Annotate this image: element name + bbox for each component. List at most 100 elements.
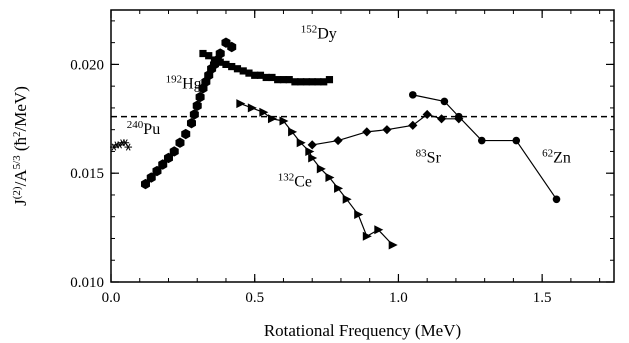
series-62zn [409,91,561,204]
label-83sr: 83Sr [416,147,442,166]
data-point-192hg [189,109,199,120]
label-element: Pu [143,121,160,138]
data-point-132ce [388,240,398,250]
data-point-62zn [409,91,417,99]
x-tick-label: 1.0 [389,290,408,306]
data-point-192hg [163,152,173,164]
label-mass-number: 62 [542,147,553,159]
data-point-192hg [227,41,237,53]
data-point-132ce [374,225,384,235]
data-point-192hg [140,178,150,190]
data-point-152dy [308,78,316,86]
data-point-152dy [291,78,299,86]
data-point-192hg [146,172,156,183]
data-point-192hg [186,117,196,129]
y-axis-title-j-sup: (2) [11,186,23,199]
label-element: Hg [182,75,202,92]
data-point-192hg [169,146,179,157]
data-point-192hg [215,48,225,59]
data-point-132ce [296,138,306,148]
series-line-132ce [240,103,394,246]
data-point-83sr [333,135,343,146]
data-point-62zn [552,195,561,204]
plot-frame [110,9,615,283]
data-point-240pu [124,143,133,151]
data-point-192hg [158,159,168,170]
y-axis-title-a: /A [11,169,30,187]
y-tick-label: 0.015 [70,166,104,182]
data-point-152dy [205,52,213,60]
series-240pu [110,139,133,151]
data-point-152dy [239,67,247,75]
y-axis-title-unit-close: /MeV) [11,86,30,131]
data-point-152dy [256,71,265,79]
data-point-152dy [314,78,322,86]
label-mass-number: 132 [278,171,295,183]
label-62zn: 62Zn [542,147,571,166]
data-point-132ce [325,173,335,183]
x-axis-title: Rotational Frequency (MeV) [264,321,461,340]
label-element: Sr [427,149,442,166]
data-point-132ce [279,116,289,126]
y-tick-label: 0.010 [70,275,104,291]
data-point-132ce [342,194,352,204]
data-point-152dy [325,76,334,84]
series-152dy [199,49,334,86]
series-line-62zn [412,94,558,200]
data-point-192hg [181,128,191,140]
data-point-192hg [192,100,202,111]
data-point-132ce [362,231,372,241]
data-point-62zn [512,136,521,145]
data-point-152dy [233,65,242,73]
asterisk-stroke [123,139,128,147]
x-tick-label: 1.5 [533,290,552,306]
data-point-132ce [316,164,326,174]
data-point-83sr [362,127,372,137]
series-83sr [307,109,464,150]
data-point-152dy [320,78,328,86]
data-point-132ce [267,114,277,124]
label-240pu: 240Pu [127,119,160,138]
data-point-152dy [216,58,224,66]
data-point-132ce [308,153,318,163]
data-point-152dy [279,76,288,84]
label-mass-number: 83 [416,147,428,159]
label-mass-number: 240 [127,119,144,131]
label-192hg: 192Hg [166,73,202,92]
data-point-152dy [228,62,236,71]
data-point-132ce [288,127,298,137]
data-point-132ce [247,103,257,113]
axis-layer: 0.0 0.5 1.0 1.5 0.010 0.015 0.020 [70,10,614,306]
data-point-152dy [251,71,259,79]
y-tick-label: 0.020 [70,57,104,73]
asterisk-stroke [125,143,131,151]
y-axis-title-a-sup: 5/3 [11,155,23,170]
data-point-152dy [262,73,270,82]
label-mass-number: 192 [166,73,183,85]
data-point-62zn [477,136,486,145]
data-point-192hg [195,91,205,103]
data-point-83sr [422,109,432,120]
y-axis-title: J(2)/A5/3 (ħ2/MeV) [11,86,30,206]
data-point-152dy [297,78,305,86]
data-point-83sr [436,114,447,124]
x-tick-label: 0.5 [245,290,264,306]
y-axis-title-j: J [11,199,30,206]
series-layer [110,37,561,250]
data-point-132ce [259,107,269,117]
label-element: Dy [317,25,337,42]
data-point-152dy [245,69,253,77]
label-mass-number: 152 [301,23,318,35]
label-element: Ce [294,173,312,190]
label-element: Zn [553,149,571,166]
data-point-192hg [152,165,162,177]
data-point-152dy [210,56,219,64]
data-point-152dy [199,49,207,58]
x-tick-label: 0.0 [102,290,121,306]
data-point-152dy [222,60,230,68]
data-point-83sr [408,120,418,130]
data-point-132ce [334,183,344,193]
data-point-132ce [354,210,364,220]
data-point-152dy [285,76,293,84]
data-point-62zn [454,112,463,121]
